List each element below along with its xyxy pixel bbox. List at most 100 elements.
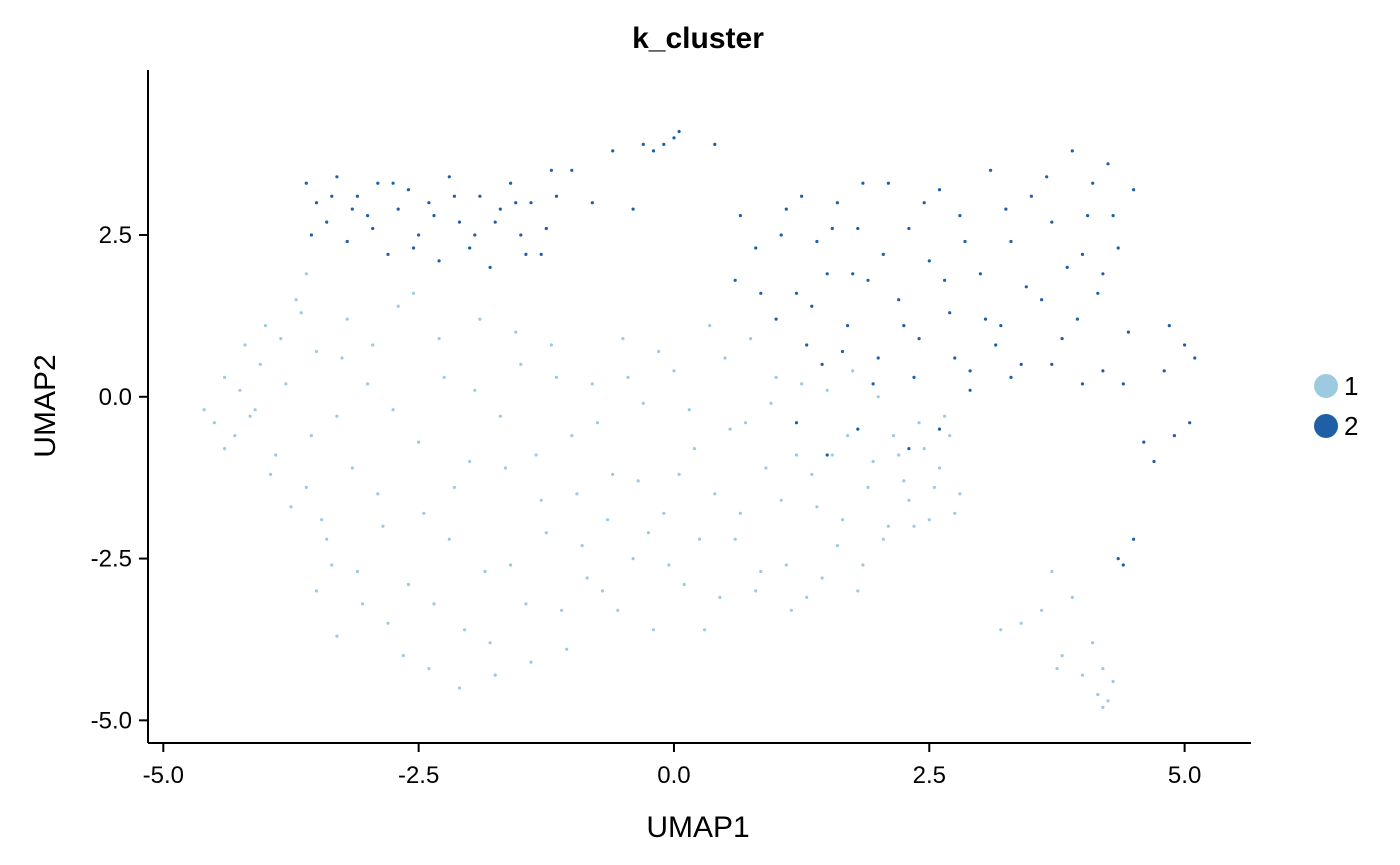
cluster-2-point <box>1086 214 1090 218</box>
cluster-1-point <box>784 563 788 567</box>
y-axis-label: UMAP2 <box>29 354 62 457</box>
x-tick-label: 2.5 <box>913 762 946 789</box>
cluster-1-point <box>713 492 717 496</box>
cluster-1-point <box>876 395 880 399</box>
cluster-2-point <box>840 349 845 354</box>
cluster-1-point <box>810 472 814 476</box>
cluster-1-point <box>320 518 324 522</box>
cluster-1-point <box>314 349 319 354</box>
cluster-2-point <box>861 181 865 185</box>
cluster-2-point <box>1029 194 1033 198</box>
cluster-1-point <box>697 537 702 541</box>
cluster-1-point <box>299 311 303 315</box>
cluster-2-point <box>498 207 502 211</box>
cluster-2-point <box>846 324 850 328</box>
cluster-2-point <box>994 343 998 347</box>
cluster-1-point <box>223 447 227 451</box>
cluster-2-point <box>927 259 931 263</box>
cluster-1-point <box>657 349 661 354</box>
cluster-2-point <box>794 291 799 295</box>
cluster-1-point <box>580 544 584 548</box>
cluster-1-point <box>335 634 339 638</box>
cluster-1-point <box>233 434 237 438</box>
cluster-1-point <box>667 563 671 567</box>
cluster-2-point <box>1080 252 1085 256</box>
cluster-1-point <box>463 628 467 632</box>
cluster-1-point <box>927 518 931 522</box>
cluster-1-point <box>948 434 952 438</box>
cluster-2-point <box>330 194 334 198</box>
cluster-2-point <box>937 188 942 192</box>
x-tick-label: -5.0 <box>143 762 184 789</box>
cluster-1-point <box>851 369 855 373</box>
x-ticks: -5.0 -2.5 0.0 2.5 5.0 <box>143 743 1201 789</box>
cluster-2-point <box>963 239 967 244</box>
cluster-1-point <box>606 518 610 522</box>
cluster-2-point <box>815 239 819 244</box>
cluster-1-point <box>391 408 395 412</box>
cluster-2-point <box>570 168 574 172</box>
cluster-1-point <box>611 472 615 476</box>
cluster-1-point <box>202 408 206 412</box>
cluster-1-point <box>386 621 390 625</box>
cluster-1-point <box>800 382 804 386</box>
cluster-1-point <box>411 291 416 295</box>
cluster-2-point <box>1167 324 1171 328</box>
cluster-2-point <box>1188 421 1192 425</box>
cluster-2-point <box>309 233 313 237</box>
cluster-1-point <box>340 356 344 360</box>
cluster-1-point <box>846 434 850 438</box>
cluster-2-point <box>335 175 339 179</box>
cluster-2-point <box>1172 434 1176 438</box>
cluster-2-point <box>427 201 431 205</box>
cluster-1-point <box>248 414 252 418</box>
cluster-1-point <box>718 595 722 600</box>
cluster-1-point <box>682 582 686 587</box>
cluster-1-point <box>258 362 262 366</box>
cluster-2-point <box>437 259 441 263</box>
cluster-1-point <box>284 382 288 386</box>
cluster-2-point <box>519 233 523 237</box>
cluster-1-point <box>427 667 431 671</box>
cluster-2-point <box>391 181 395 185</box>
cluster-2-point <box>713 142 717 146</box>
cluster-2-point <box>779 233 783 237</box>
cluster-2-point <box>794 421 799 425</box>
cluster-2-point <box>835 201 840 205</box>
cluster-2-point <box>820 362 824 366</box>
cluster-2-point <box>432 214 436 218</box>
cluster-1-point <box>539 498 543 502</box>
cluster-1-point <box>897 453 901 457</box>
cluster-2-point <box>989 168 993 172</box>
legend: 12 <box>1314 371 1358 441</box>
cluster-2-point <box>554 194 559 198</box>
cluster-1-point <box>432 602 436 606</box>
cluster-2-point <box>983 317 988 321</box>
cluster-1-point <box>794 453 799 457</box>
cluster-1-point <box>631 557 635 561</box>
cluster-2-point <box>651 149 656 153</box>
cluster-1-point <box>651 628 656 632</box>
cluster-1-point <box>907 498 911 502</box>
cluster-2-point <box>978 272 983 276</box>
cluster-1-point <box>355 569 359 574</box>
cluster-2-point <box>1116 557 1120 561</box>
cluster-1-point <box>835 544 840 548</box>
cluster-2-point <box>314 201 319 205</box>
cluster-2-point <box>662 142 666 146</box>
cluster-1-point <box>641 401 645 405</box>
x-tick-label: 5.0 <box>1168 762 1201 789</box>
cluster-1-point <box>493 673 497 677</box>
cluster-2-point <box>1075 317 1079 321</box>
cluster-1-point <box>1080 673 1085 677</box>
cluster-2-point <box>345 239 349 244</box>
cluster-1-point <box>1091 641 1095 645</box>
cluster-1-point <box>1096 692 1100 697</box>
cluster-2-point <box>825 453 829 457</box>
cluster-2-point <box>968 369 972 373</box>
cluster-1-point <box>447 537 451 541</box>
cluster-1-point <box>636 479 640 483</box>
cluster-1-point <box>953 511 957 515</box>
cluster-1-point <box>1040 608 1044 612</box>
cluster-1-point <box>769 401 773 405</box>
